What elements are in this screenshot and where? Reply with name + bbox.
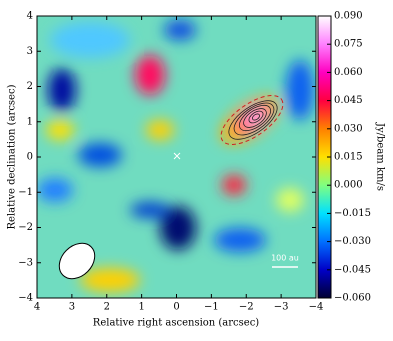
y-tick-label: −4 bbox=[18, 293, 33, 304]
x-tick-label: −4 bbox=[309, 302, 324, 313]
colorbar-tick-label: 0.000 bbox=[334, 180, 363, 191]
x-tick-label: −3 bbox=[274, 302, 289, 313]
colorbar-tick-label: 0.090 bbox=[334, 11, 363, 22]
x-tick-label: 4 bbox=[34, 302, 40, 313]
x-tick-label: 1 bbox=[138, 302, 144, 313]
x-tick-label: 3 bbox=[69, 302, 75, 313]
y-tick-label: −1 bbox=[18, 187, 33, 198]
colorbar-tick-label: 0.030 bbox=[334, 123, 363, 134]
map: 100 au bbox=[37, 16, 316, 298]
y-tick-label: −2 bbox=[18, 222, 33, 233]
x-tick-label: 0 bbox=[173, 302, 179, 313]
center-marker bbox=[173, 152, 181, 160]
colorbar-tick-label: 0.075 bbox=[334, 39, 363, 50]
colorbar-tick-label: 0.060 bbox=[334, 67, 363, 78]
y-tick-label: 3 bbox=[27, 46, 33, 57]
colorbar-tick-label: 0.045 bbox=[334, 95, 363, 106]
colorbar-label: Jy/beam km/s bbox=[375, 122, 386, 191]
colorbar-tick-label: −0.030 bbox=[334, 236, 371, 247]
y-axis-label: Relative declination (arcsec) bbox=[7, 84, 18, 229]
colorbar-tick-label: −0.045 bbox=[334, 264, 371, 275]
x-axis-label: Relative right ascension (arcsec) bbox=[93, 318, 260, 329]
beam bbox=[58, 242, 96, 280]
y-tick-label: 4 bbox=[27, 11, 33, 22]
x-tick-label: −2 bbox=[239, 302, 254, 313]
y-tick-label: 2 bbox=[27, 81, 33, 92]
y-tick-label: 0 bbox=[27, 152, 33, 163]
scale-bar-label: 100 au bbox=[271, 254, 299, 263]
colorbar-tick-label: −0.060 bbox=[334, 293, 371, 304]
y-tick-label: −3 bbox=[18, 257, 33, 268]
y-tick-label: 1 bbox=[27, 116, 33, 127]
colorbar-tick-label: −0.015 bbox=[334, 208, 371, 219]
x-tick-label: 2 bbox=[104, 302, 110, 313]
colorbar-tick-label: 0.015 bbox=[334, 152, 363, 163]
x-tick-label: −1 bbox=[204, 302, 219, 313]
